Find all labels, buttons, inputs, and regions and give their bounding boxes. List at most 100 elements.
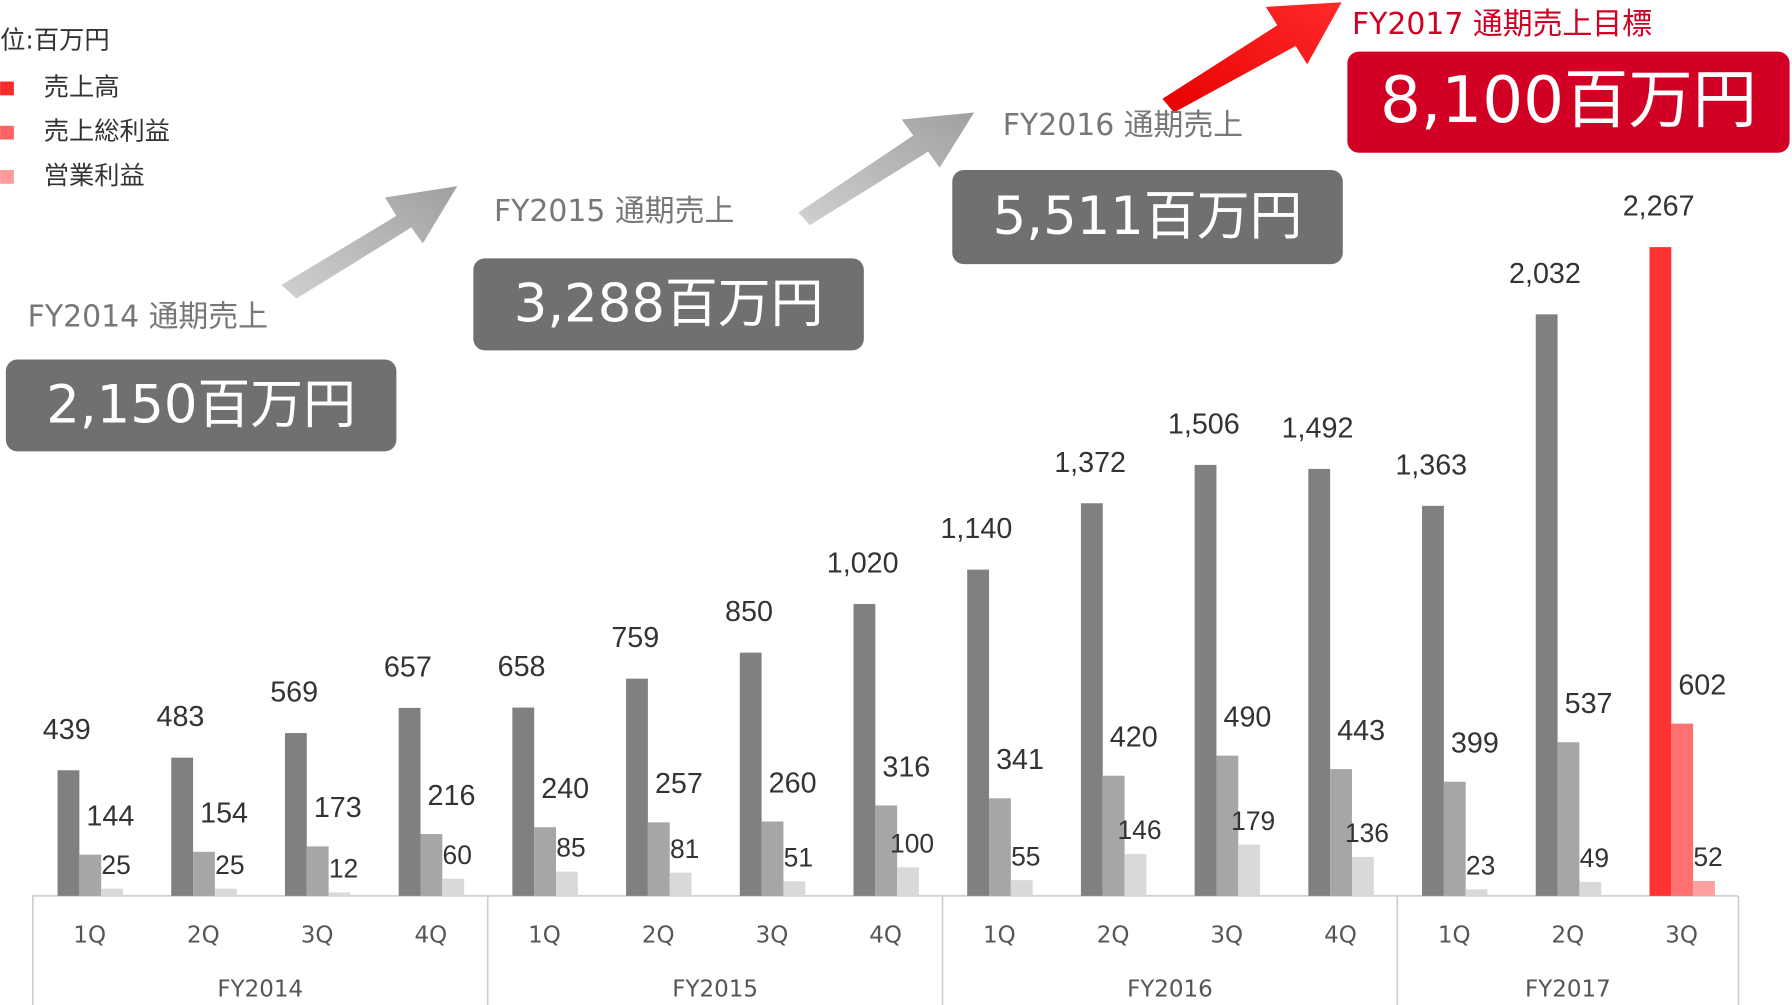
x-tick-label: 3Q	[1665, 923, 1698, 949]
data-label: 85	[556, 833, 585, 863]
data-label: 257	[655, 768, 703, 800]
bar	[1010, 880, 1033, 896]
data-label: 60	[443, 840, 472, 870]
arrow	[1162, 2, 1342, 113]
data-label: 850	[725, 596, 773, 628]
x-tick-label: 1Q	[983, 923, 1016, 949]
x-tick-label: 1Q	[73, 923, 106, 949]
legend-swatch	[0, 125, 14, 140]
annotation-box	[1347, 51, 1790, 153]
bar	[761, 821, 784, 896]
data-label: 399	[1451, 728, 1499, 760]
data-label: 136	[1345, 818, 1389, 848]
x-group-label: FY2017	[1525, 977, 1611, 1003]
legend-label: 売上総利益	[44, 117, 170, 146]
bar	[556, 871, 578, 896]
annotation-value: 8,100百万円	[1380, 63, 1757, 138]
data-label: 2,032	[1509, 258, 1581, 290]
data-label: 51	[784, 842, 813, 872]
bar	[420, 834, 443, 896]
data-label: 1,020	[827, 548, 899, 580]
data-label: 657	[384, 651, 432, 683]
bar	[101, 888, 124, 896]
x-tick-label: 3Q	[756, 923, 789, 949]
data-label: 1,363	[1395, 449, 1467, 481]
data-label: 537	[1565, 688, 1613, 720]
data-label: 341	[996, 744, 1044, 776]
arrow	[281, 186, 458, 299]
bar	[442, 878, 465, 896]
bar	[328, 892, 351, 896]
x-tick-label: 3Q	[1210, 923, 1243, 949]
data-label: 1,506	[1168, 408, 1240, 440]
bar	[967, 569, 990, 896]
data-label: 490	[1224, 701, 1272, 733]
data-label: 569	[270, 677, 318, 709]
bar	[853, 603, 876, 896]
bar	[875, 805, 898, 896]
bar	[989, 798, 1011, 896]
data-label: 483	[156, 701, 204, 733]
data-label: 216	[428, 780, 476, 812]
x-tick-label: 2Q	[642, 923, 675, 949]
bar	[1194, 464, 1217, 896]
data-label: 2,267	[1623, 191, 1695, 223]
bar	[1080, 503, 1103, 896]
legend-title: 位:百万円	[0, 25, 110, 54]
data-label: 173	[314, 792, 362, 824]
data-label: 49	[1580, 843, 1609, 873]
legend-label: 営業利益	[44, 161, 145, 190]
data-label: 1,492	[1282, 412, 1354, 444]
data-label: 602	[1678, 669, 1726, 701]
bar	[57, 770, 80, 896]
data-label: 25	[101, 850, 130, 880]
bar	[1649, 247, 1672, 896]
bar	[171, 757, 194, 896]
bar	[1557, 742, 1580, 896]
data-label: 420	[1110, 722, 1158, 754]
x-tick-label: 4Q	[1324, 923, 1357, 949]
x-tick-label: 2Q	[1552, 923, 1585, 949]
data-label: 759	[611, 622, 659, 654]
data-label: 144	[86, 800, 134, 832]
bar	[398, 707, 421, 896]
annotation-label: FY2015 通期売上	[494, 194, 734, 229]
bar	[1102, 775, 1125, 896]
bar	[1124, 854, 1147, 896]
bar	[897, 867, 919, 896]
annotation-box	[952, 169, 1343, 265]
bar	[1443, 781, 1466, 896]
bar	[284, 733, 307, 896]
data-label: 240	[541, 773, 589, 805]
bar	[1671, 723, 1694, 896]
x-tick-label: 1Q	[528, 923, 561, 949]
bar	[1579, 881, 1602, 896]
x-tick-label: 4Q	[414, 923, 447, 949]
annotation-box	[473, 258, 864, 351]
bar	[512, 707, 535, 896]
data-label: 316	[882, 751, 930, 783]
x-tick-label: 4Q	[869, 923, 902, 949]
x-tick-label: 1Q	[1438, 923, 1471, 949]
x-tick-label: 2Q	[1097, 923, 1130, 949]
x-group-label: FY2014	[217, 977, 303, 1003]
annotation-label: FY2017 通期売上目標	[1352, 7, 1652, 42]
data-label: 25	[215, 850, 244, 880]
bar	[1535, 314, 1558, 896]
legend-swatch	[0, 81, 14, 96]
bar	[1308, 468, 1331, 896]
data-label: 81	[670, 834, 699, 864]
bar	[534, 827, 557, 896]
bar	[1330, 769, 1352, 896]
bar	[306, 846, 329, 896]
annotation-value: 2,150百万円	[46, 374, 356, 435]
data-label: 146	[1117, 815, 1161, 845]
annotation-label: FY2016 通期売上	[1003, 108, 1243, 143]
arrow	[798, 112, 975, 226]
bar	[647, 822, 670, 896]
annotation-box	[5, 359, 397, 452]
data-label: 439	[43, 714, 91, 746]
data-label: 260	[769, 767, 817, 799]
